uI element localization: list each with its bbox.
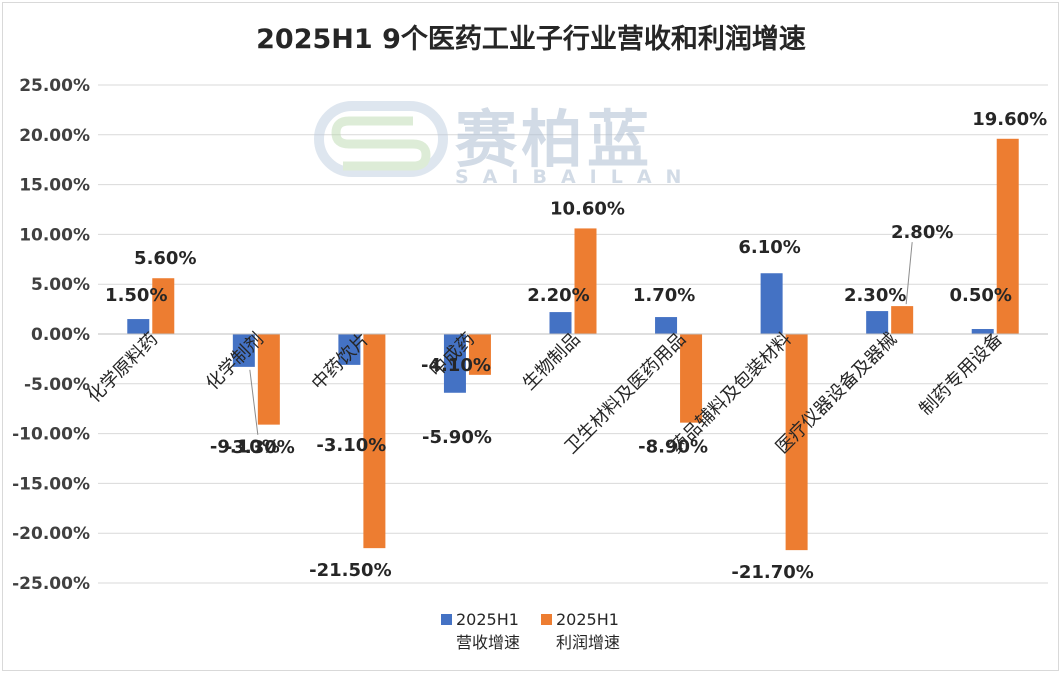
- revenue-growth-label: 2.20%: [527, 285, 589, 306]
- profit-growth-bar: [574, 228, 597, 334]
- y-axis-ticks: 25.00% 20.00% 15.00% 10.00% 5.00% 0.00% -5.00%…: [12, 76, 90, 594]
- profit-growth-label: -9.10%: [210, 437, 280, 458]
- profit-growth-bar: [996, 138, 1019, 334]
- profit-growth-bar: [680, 334, 703, 423]
- y-tick-label: -10.00%: [12, 425, 90, 445]
- y-tick-label: -5.00%: [24, 375, 90, 395]
- watermark-logo-icon: [314, 101, 448, 177]
- revenue-growth-label: 6.10%: [738, 237, 800, 258]
- revenue-growth-label: -5.90%: [422, 427, 492, 448]
- y-tick-label: -15.00%: [12, 474, 90, 494]
- legend-label-line2: 营收增速: [456, 633, 520, 652]
- profit-growth-bar: [363, 334, 386, 549]
- revenue-growth-bar: [866, 311, 889, 334]
- legend-label-line1: 2025H1: [456, 610, 519, 629]
- revenue-growth-bar: [655, 317, 678, 334]
- revenue-growth-label: 0.50%: [949, 285, 1011, 306]
- category-label: 制药专用设备: [916, 329, 1007, 420]
- profit-growth-label: 19.60%: [972, 109, 1047, 130]
- legend-swatch-profit: [541, 614, 552, 625]
- leader-line: [905, 242, 913, 305]
- watermark: 赛柏蓝 SAIBAILAN: [314, 101, 695, 188]
- revenue-growth-bar: [338, 334, 361, 365]
- legend-label-line1: 2025H1: [556, 610, 619, 629]
- chart-title: 2025H1 9个医药工业子行业营收和利润增速: [256, 23, 806, 55]
- revenue-growth-label: 1.50%: [105, 285, 167, 306]
- profit-growth-label: -21.50%: [309, 560, 391, 581]
- y-tick-label: 10.00%: [19, 225, 90, 245]
- profit-growth-label: -8.90%: [638, 437, 708, 458]
- category-label: 化学原料药: [84, 329, 162, 407]
- profit-growth-bar: [468, 334, 491, 375]
- revenue-growth-label: 1.70%: [633, 285, 695, 306]
- profit-growth-label: -4.10%: [421, 355, 491, 376]
- y-tick-label: 15.00%: [19, 176, 90, 196]
- profit-growth-label: -21.70%: [731, 562, 813, 583]
- bars: [127, 138, 1019, 551]
- label-leader-lines: [249, 242, 913, 435]
- profit-growth-bar: [257, 334, 280, 425]
- revenue-growth-bar: [971, 329, 994, 334]
- watermark-subtext: SAIBAILAN: [455, 166, 695, 188]
- bar-chart: 2025H1 9个医药工业子行业营收和利润增速 25.00% 20.00% 15.0…: [12, 23, 1048, 652]
- profit-growth-label: 10.60%: [550, 198, 625, 219]
- y-tick-label: -25.00%: [12, 574, 90, 594]
- revenue-growth-bar: [232, 334, 255, 367]
- revenue-growth-bar: [127, 319, 150, 334]
- category-label: 生物制品: [519, 329, 585, 395]
- revenue-growth-label: -3.10%: [316, 435, 386, 456]
- legend-label-line2: 利润增速: [556, 633, 620, 652]
- watermark-text: 赛柏蓝: [455, 103, 653, 176]
- profit-growth-label: 5.60%: [134, 248, 196, 269]
- profit-growth-bar: [785, 334, 808, 551]
- data-labels: 1.50% -3.30% -3.10% -5.90% 2.20% 1.70% 6.10% 2.…: [105, 109, 1047, 583]
- profit-growth-bar: [152, 278, 175, 334]
- y-tick-label: 5.00%: [31, 275, 90, 295]
- leader-line: [249, 369, 259, 435]
- profit-growth-label: 2.80%: [891, 222, 953, 243]
- revenue-growth-bar: [549, 312, 572, 334]
- y-tick-label: 25.00%: [19, 76, 90, 96]
- revenue-growth-bar: [443, 334, 466, 393]
- profit-growth-bar: [891, 306, 914, 334]
- y-tick-label: -20.00%: [12, 524, 90, 544]
- y-tick-label: 0.00%: [31, 325, 90, 345]
- y-tick-label: 20.00%: [19, 126, 90, 146]
- legend-swatch-revenue: [441, 614, 452, 625]
- revenue-growth-label: -3.30%: [225, 437, 295, 458]
- revenue-growth-label: 2.30%: [844, 285, 906, 306]
- revenue-growth-bar: [760, 273, 783, 334]
- legend: 2025H1 营收增速 2025H1 利润增速: [441, 610, 620, 652]
